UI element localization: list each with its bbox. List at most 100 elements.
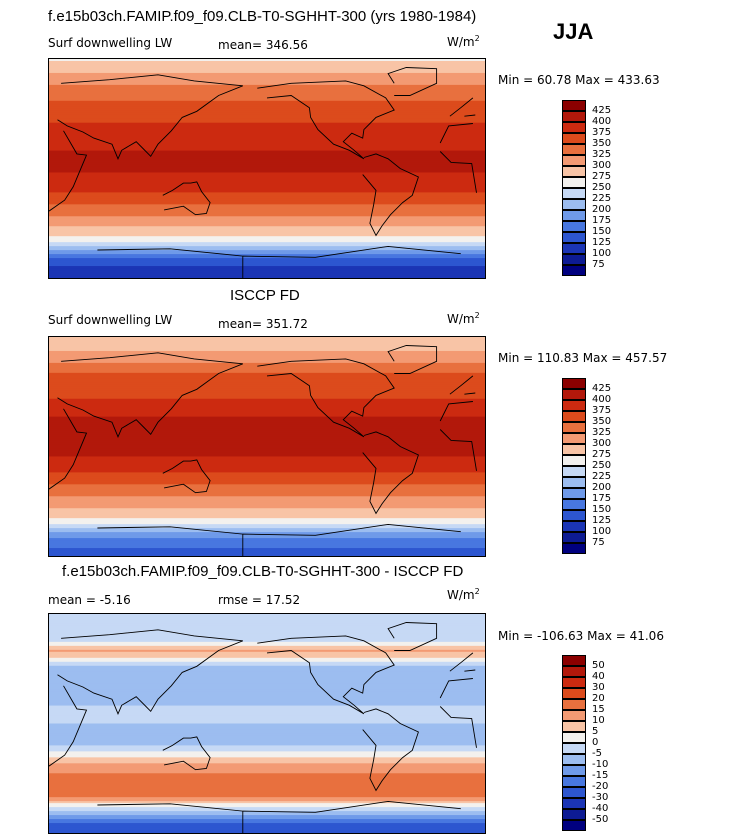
zonal-band [49,396,485,400]
colorbar-box [562,166,586,177]
zonal-band [49,454,485,458]
zonal-band [49,727,485,731]
zonal-band [49,500,485,503]
zonal-band [49,490,485,493]
zonal-band [49,344,485,348]
zonal-band [49,629,485,633]
zonal-band [49,226,485,229]
zonal-band [49,827,485,830]
zonal-band [49,550,485,553]
zonal-band [49,190,485,193]
zonal-band [49,649,485,653]
zonal-band [49,178,485,182]
zonal-band [49,759,485,762]
colorbar-box [562,177,586,188]
colorbar-box [562,798,586,809]
colorbar-label: 125 [592,237,612,248]
colorbar-box [562,122,586,133]
zonal-band [49,805,485,808]
zonal-band [49,198,485,201]
zonal-band [49,492,485,495]
zonal-band [49,338,485,342]
zonal-band [49,388,485,392]
zonal-band [49,430,485,434]
zonal-band [49,156,485,160]
colorbar-label: 250 [592,460,612,471]
colorbar-box [562,444,586,455]
zonal-band [49,438,485,442]
coastline-outline [162,459,211,494]
zonal-band [49,723,485,727]
colorbar-box [562,422,586,433]
zonal-band [49,372,485,376]
zonal-band [49,118,485,122]
zonal-band [49,216,485,219]
zonal-band [49,442,485,446]
zonal-band [49,508,485,511]
zonal-band [49,412,485,416]
zonal-band [49,144,485,148]
colorbar-label: 425 [592,383,612,394]
zonal-band [49,272,485,275]
zonal-band [49,719,485,723]
zonal-band [49,196,485,199]
colorbar-box [562,265,586,276]
zonal-band [49,246,485,249]
zonal-band [49,410,485,414]
zonal-band [49,232,485,235]
zonal-band [49,402,485,406]
zonal-band [49,358,485,362]
zonal-band [49,458,485,462]
zonal-band [49,765,485,768]
zonal-band [49,270,485,273]
zonal-band [49,84,485,88]
colorbar-box [562,499,586,510]
zonal-band [49,186,485,190]
zonal-band [49,262,485,265]
zonal-band [49,703,485,707]
zonal-band [49,352,485,356]
zonal-band [49,78,485,82]
colorbar-label: 15 [592,704,605,715]
colorbar-label: -50 [592,814,609,825]
colorbar-box [562,543,586,554]
zonal-band [49,162,485,166]
zonal-band [49,172,485,176]
colorbar-box [562,488,586,499]
coastline-outline [162,181,211,216]
zonal-band [49,88,485,92]
zonal-band [49,154,485,158]
colorbar-box [562,754,586,765]
colorbar-label: 0 [592,737,599,748]
zonal-band [49,536,485,539]
zonal-band [49,693,485,697]
zonal-band [49,677,485,681]
zonal-band [49,633,485,637]
zonal-band [49,110,485,114]
zonal-band [49,212,485,215]
zonal-band [49,94,485,98]
zonal-band [49,709,485,713]
zonal-band [49,530,485,533]
zonal-band [49,715,485,719]
colorbar-box [562,133,586,144]
zonal-band [49,440,485,444]
zonal-band [49,486,485,489]
colorbar-label: 275 [592,171,612,182]
zonal-band [49,366,485,370]
colorbar-box [562,666,586,677]
colorbar-box [562,776,586,787]
zonal-band [49,663,485,667]
zonal-band [49,542,485,545]
zonal-band [49,496,485,499]
zonal-band [49,160,485,164]
zonal-band [49,691,485,695]
zonal-band [49,174,485,178]
coastline-outline [57,352,476,438]
colorbar-box [562,466,586,477]
zonal-band [49,464,485,468]
zonal-band [49,813,485,816]
zonal-band [49,797,485,800]
colorbar-box [562,389,586,400]
panel2-minmax: Min = 110.83 Max = 457.57 [498,351,668,365]
